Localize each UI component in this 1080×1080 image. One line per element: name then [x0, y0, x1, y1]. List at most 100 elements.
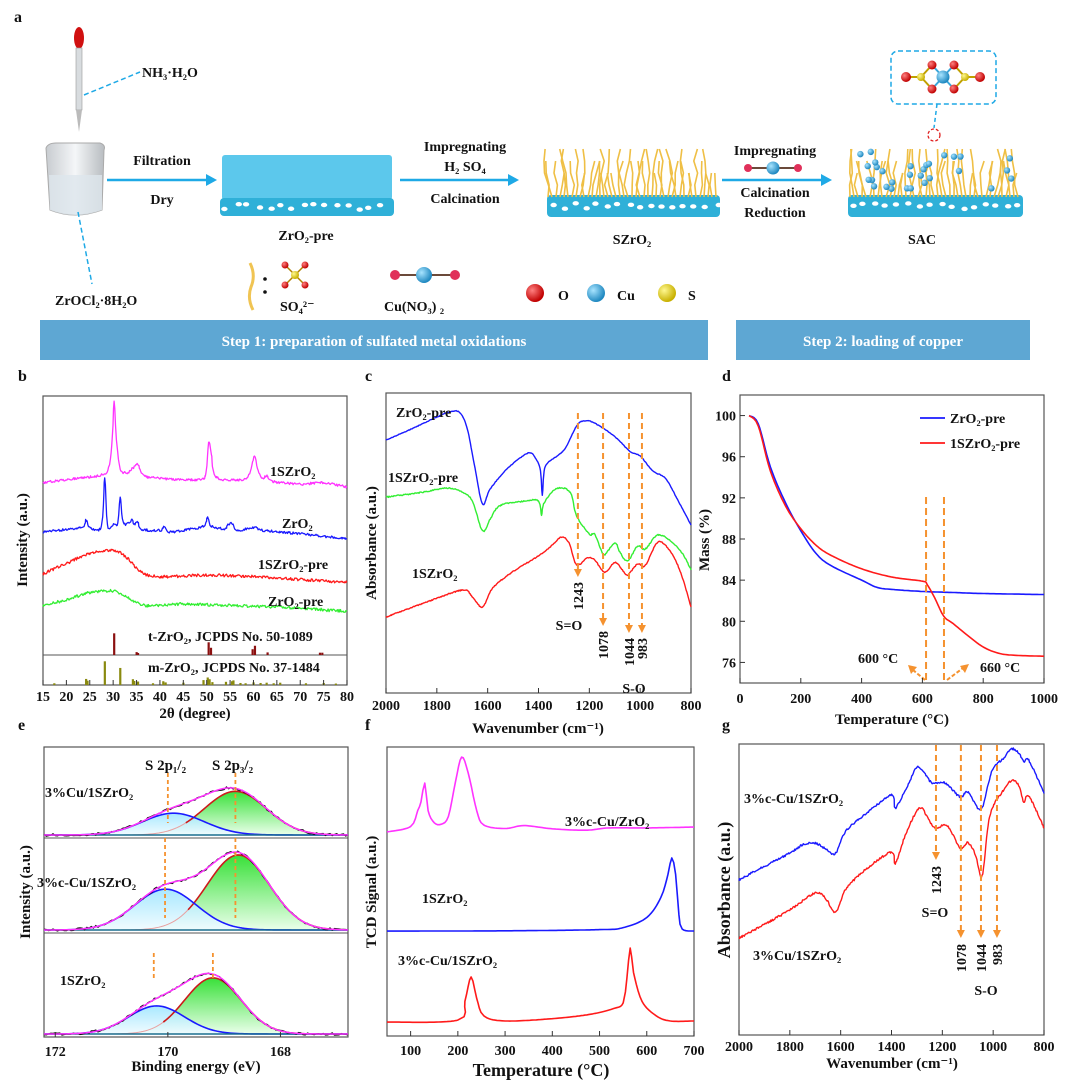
reference-peak-bar: [251, 649, 254, 655]
reference-peak-bar: [209, 647, 213, 655]
x-tick-label-f: 700: [684, 1044, 705, 1059]
x-tick-label-g: 800: [1034, 1040, 1055, 1055]
y-axis-label-g: Absorbance (a.u.): [714, 822, 735, 959]
sample-label: 3%c-Cu/1SZrO₂: [37, 876, 136, 891]
reference-peak-bar: [259, 682, 262, 685]
marker-label: 1243: [572, 582, 587, 610]
arrow-filtration: [107, 174, 217, 186]
panel-letter-f: f: [365, 717, 371, 734]
arrowhead-icon: [931, 852, 940, 860]
reference-peak-bar: [272, 683, 275, 685]
peak-label-s2p32: S 2p₃/₂: [212, 758, 254, 774]
marker-label-660: 660 °C: [980, 661, 1020, 676]
h2so4-label: H₂ SO₄: [444, 160, 486, 175]
panel-letter-b: b: [18, 368, 27, 385]
panel-letter-d: d: [722, 368, 731, 385]
legend-sulfur-label: S: [688, 289, 696, 304]
series-label: 1SZrO₂: [270, 465, 315, 480]
reference-peak-bar: [208, 679, 211, 685]
marker-label: 1078: [955, 944, 970, 972]
pipette-pointer: [83, 71, 141, 96]
reference-peak-bar: [133, 680, 136, 685]
reference-peak-bar: [151, 683, 155, 685]
x-tick-label-c: 1000: [626, 699, 654, 714]
reagent-zirconyl-label: ZrOCl₂·8H₂O: [55, 294, 137, 309]
oxygen-atom-icon: [526, 284, 544, 302]
y-axis-label-e: Intensity (a.u.): [18, 845, 34, 939]
plot-frame-g: [738, 743, 1045, 1036]
reference-peak-bar: [265, 682, 268, 685]
calcination-label-1: Calcination: [430, 192, 499, 207]
x-tick-label-b: 35: [130, 690, 144, 705]
y-axis-label-d: Mass (%): [697, 509, 713, 571]
zoom-pointer: [933, 103, 938, 129]
y-tick-label-d: 80: [722, 615, 736, 630]
x-tick-label-f: 500: [589, 1044, 610, 1059]
reference-peak-bar: [232, 680, 235, 685]
s2p32-fill: [44, 855, 348, 930]
step2-banner-label: Step 2: loading of copper: [803, 334, 963, 350]
legend-sulfate-label: SO₄²⁻: [280, 300, 314, 315]
panel-letter-a: a: [14, 9, 22, 26]
marker-label-600: 600 °C: [858, 652, 898, 667]
x-tick-label-c: 1400: [525, 699, 553, 714]
ftir-series-0: [385, 409, 692, 526]
x-tick-label-d: 800: [973, 692, 994, 707]
reference-peak-bar: [202, 680, 205, 685]
x-tick-label-c: 800: [681, 699, 702, 714]
step2-banner: [736, 320, 1030, 360]
reference-peak-bar: [85, 678, 88, 685]
tga-series-1: [748, 414, 1045, 658]
cu-sulfate-site-molecule-icon: [901, 60, 985, 94]
x-tick-label-g: 2000: [725, 1040, 753, 1055]
sulfate-molecule-icon: [281, 261, 309, 289]
plot-frame-f: [386, 746, 695, 1037]
x-axis-label-d: Temperature (°C): [835, 712, 949, 728]
ftir-series-2: [385, 536, 692, 618]
series-label: 3%c-Cu/1SZrO₂: [744, 792, 843, 807]
plot-frame-e: [43, 746, 349, 1038]
arrowhead-icon: [960, 664, 969, 673]
reference-peak-bar: [321, 652, 324, 655]
x-tick-label-d: 1000: [1030, 692, 1058, 707]
s2p32-fill: [44, 977, 348, 1034]
reference-peak-bar: [230, 681, 234, 685]
impregnating-label-1: Impregnating: [424, 140, 506, 155]
marker-label: 1078: [597, 631, 612, 659]
step1-banner: [40, 320, 708, 360]
x-tick-label-e: 168: [270, 1045, 291, 1060]
x-tick-label-g: 1000: [979, 1040, 1007, 1055]
legend-label: 1SZrO₂-pre: [950, 437, 1020, 452]
s-double-o-label: S=O: [922, 906, 949, 921]
x-tick-label-b: 60: [246, 690, 260, 705]
x-tick-label-b: 75: [317, 690, 331, 705]
reference-peak-bar: [244, 683, 247, 685]
x-tick-label-c: 1800: [423, 699, 451, 714]
marker-pointer: [912, 669, 926, 681]
marker-label: 1044: [975, 944, 990, 972]
xrd-series-1: [42, 477, 348, 540]
x-tick-label-b: 15: [36, 690, 50, 705]
step1-banner-label: Step 1: preparation of sulfated metal ox…: [222, 334, 527, 350]
x-axis-label-g: Wavenumber (cm⁻¹): [826, 1056, 958, 1072]
colon-dot: [263, 290, 267, 294]
series-label: ZrO₂-pre: [396, 406, 451, 421]
xps-envelope-fit: [43, 972, 349, 1035]
reference-peak-bar: [334, 683, 337, 685]
sulfur-atom-icon: [658, 284, 676, 302]
ftir-cu-series-0: [738, 747, 1045, 881]
legend-copper-nitrate-label: Cu(NO₃) ₂: [384, 300, 444, 315]
x-tick-label-b: 40: [153, 690, 167, 705]
reference-peak-bar: [207, 642, 210, 655]
arrowhead-icon: [624, 625, 633, 633]
reference-peak-bar: [318, 652, 322, 655]
x-tick-label-g: 1600: [827, 1040, 855, 1055]
beaker-icon: [45, 142, 105, 216]
x-tick-label-b: 65: [270, 690, 284, 705]
x-tick-label-c: 1200: [575, 699, 603, 714]
y-tick-label-d: 88: [722, 533, 736, 548]
reference-peak-bar: [211, 682, 214, 685]
x-tick-label-d: 600: [912, 692, 933, 707]
x-tick-label-g: 1200: [928, 1040, 956, 1055]
